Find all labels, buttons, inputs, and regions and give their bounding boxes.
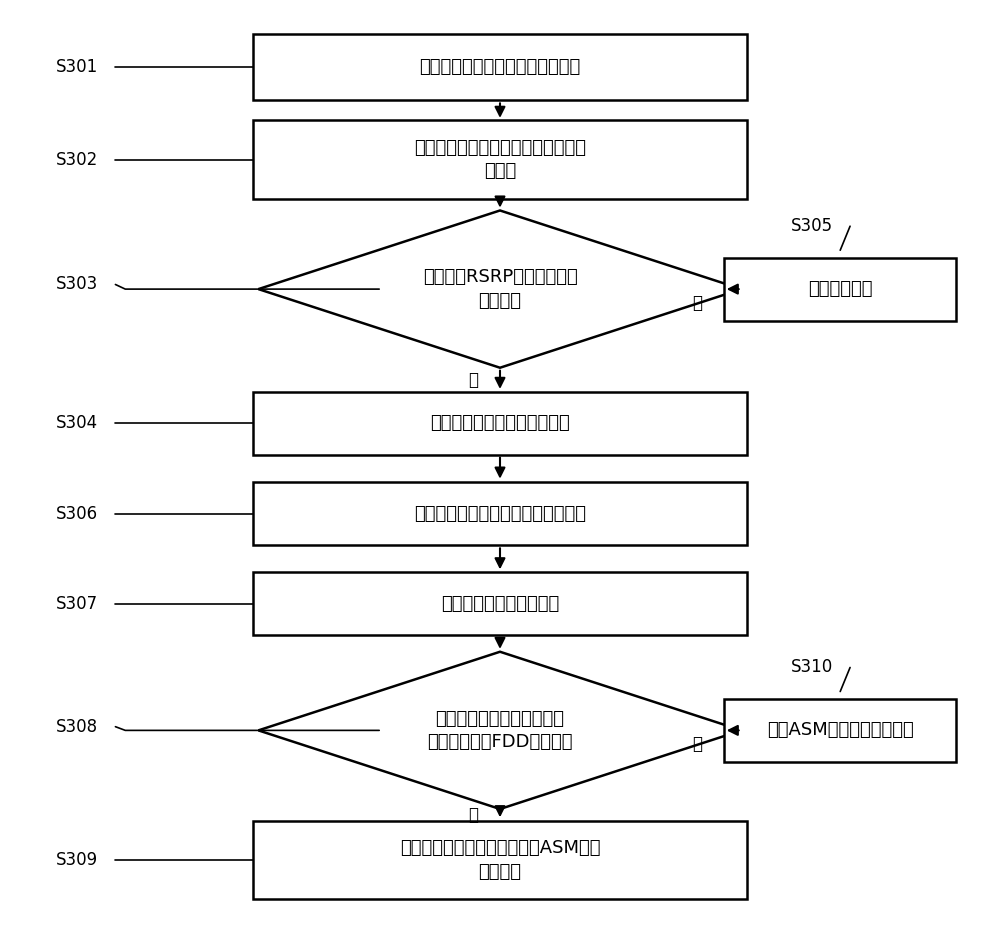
FancyBboxPatch shape [724,699,956,762]
FancyBboxPatch shape [253,572,747,635]
FancyBboxPatch shape [724,257,956,320]
Text: 判断所述目标小区的频率是
否位于预设的FDD小区频段: 判断所述目标小区的频率是 否位于预设的FDD小区频段 [427,710,573,751]
Text: S305: S305 [791,217,833,235]
Text: 接收来自网络设备的测量配置消息: 接收来自网络设备的测量配置消息 [419,58,581,76]
FancyBboxPatch shape [253,34,747,100]
Text: 是: 是 [468,371,478,389]
Text: S303: S303 [56,275,98,294]
Polygon shape [258,652,742,809]
FancyBboxPatch shape [253,392,747,454]
Text: S307: S307 [56,594,98,612]
Text: S308: S308 [56,717,98,735]
Text: 接收来自网络设备的切换消息: 接收来自网络设备的切换消息 [430,414,570,432]
Text: 判断所述RSRP是否小于覆盖
强度等级: 判断所述RSRP是否小于覆盖 强度等级 [423,269,577,310]
Text: 否: 否 [692,294,702,312]
FancyBboxPatch shape [253,821,747,900]
Text: S304: S304 [56,414,98,432]
FancyBboxPatch shape [253,483,747,546]
FancyBboxPatch shape [253,120,747,199]
Text: 获取所述目标小区的频率: 获取所述目标小区的频率 [441,594,559,612]
Text: 切换过程结束: 切换过程结束 [808,280,872,298]
Text: 是: 是 [468,806,478,824]
Text: 基于测量配置消息对所述服务小区进
行测量: 基于测量配置消息对所述服务小区进 行测量 [414,139,586,180]
Text: 在执行小区切换过程中对所述ASM进行
复位操作: 在执行小区切换过程中对所述ASM进行 复位操作 [400,839,600,881]
Text: S310: S310 [791,658,833,676]
Text: S306: S306 [56,505,98,523]
Text: S301: S301 [56,58,98,76]
Text: S302: S302 [56,150,98,169]
Polygon shape [258,210,742,368]
Text: 否: 否 [692,735,702,753]
Text: 解析所述切换消息确定所述目标小区: 解析所述切换消息确定所述目标小区 [414,505,586,523]
Text: 指示ASM保持当前工作状态: 指示ASM保持当前工作状态 [767,721,914,739]
Text: S309: S309 [56,851,98,869]
